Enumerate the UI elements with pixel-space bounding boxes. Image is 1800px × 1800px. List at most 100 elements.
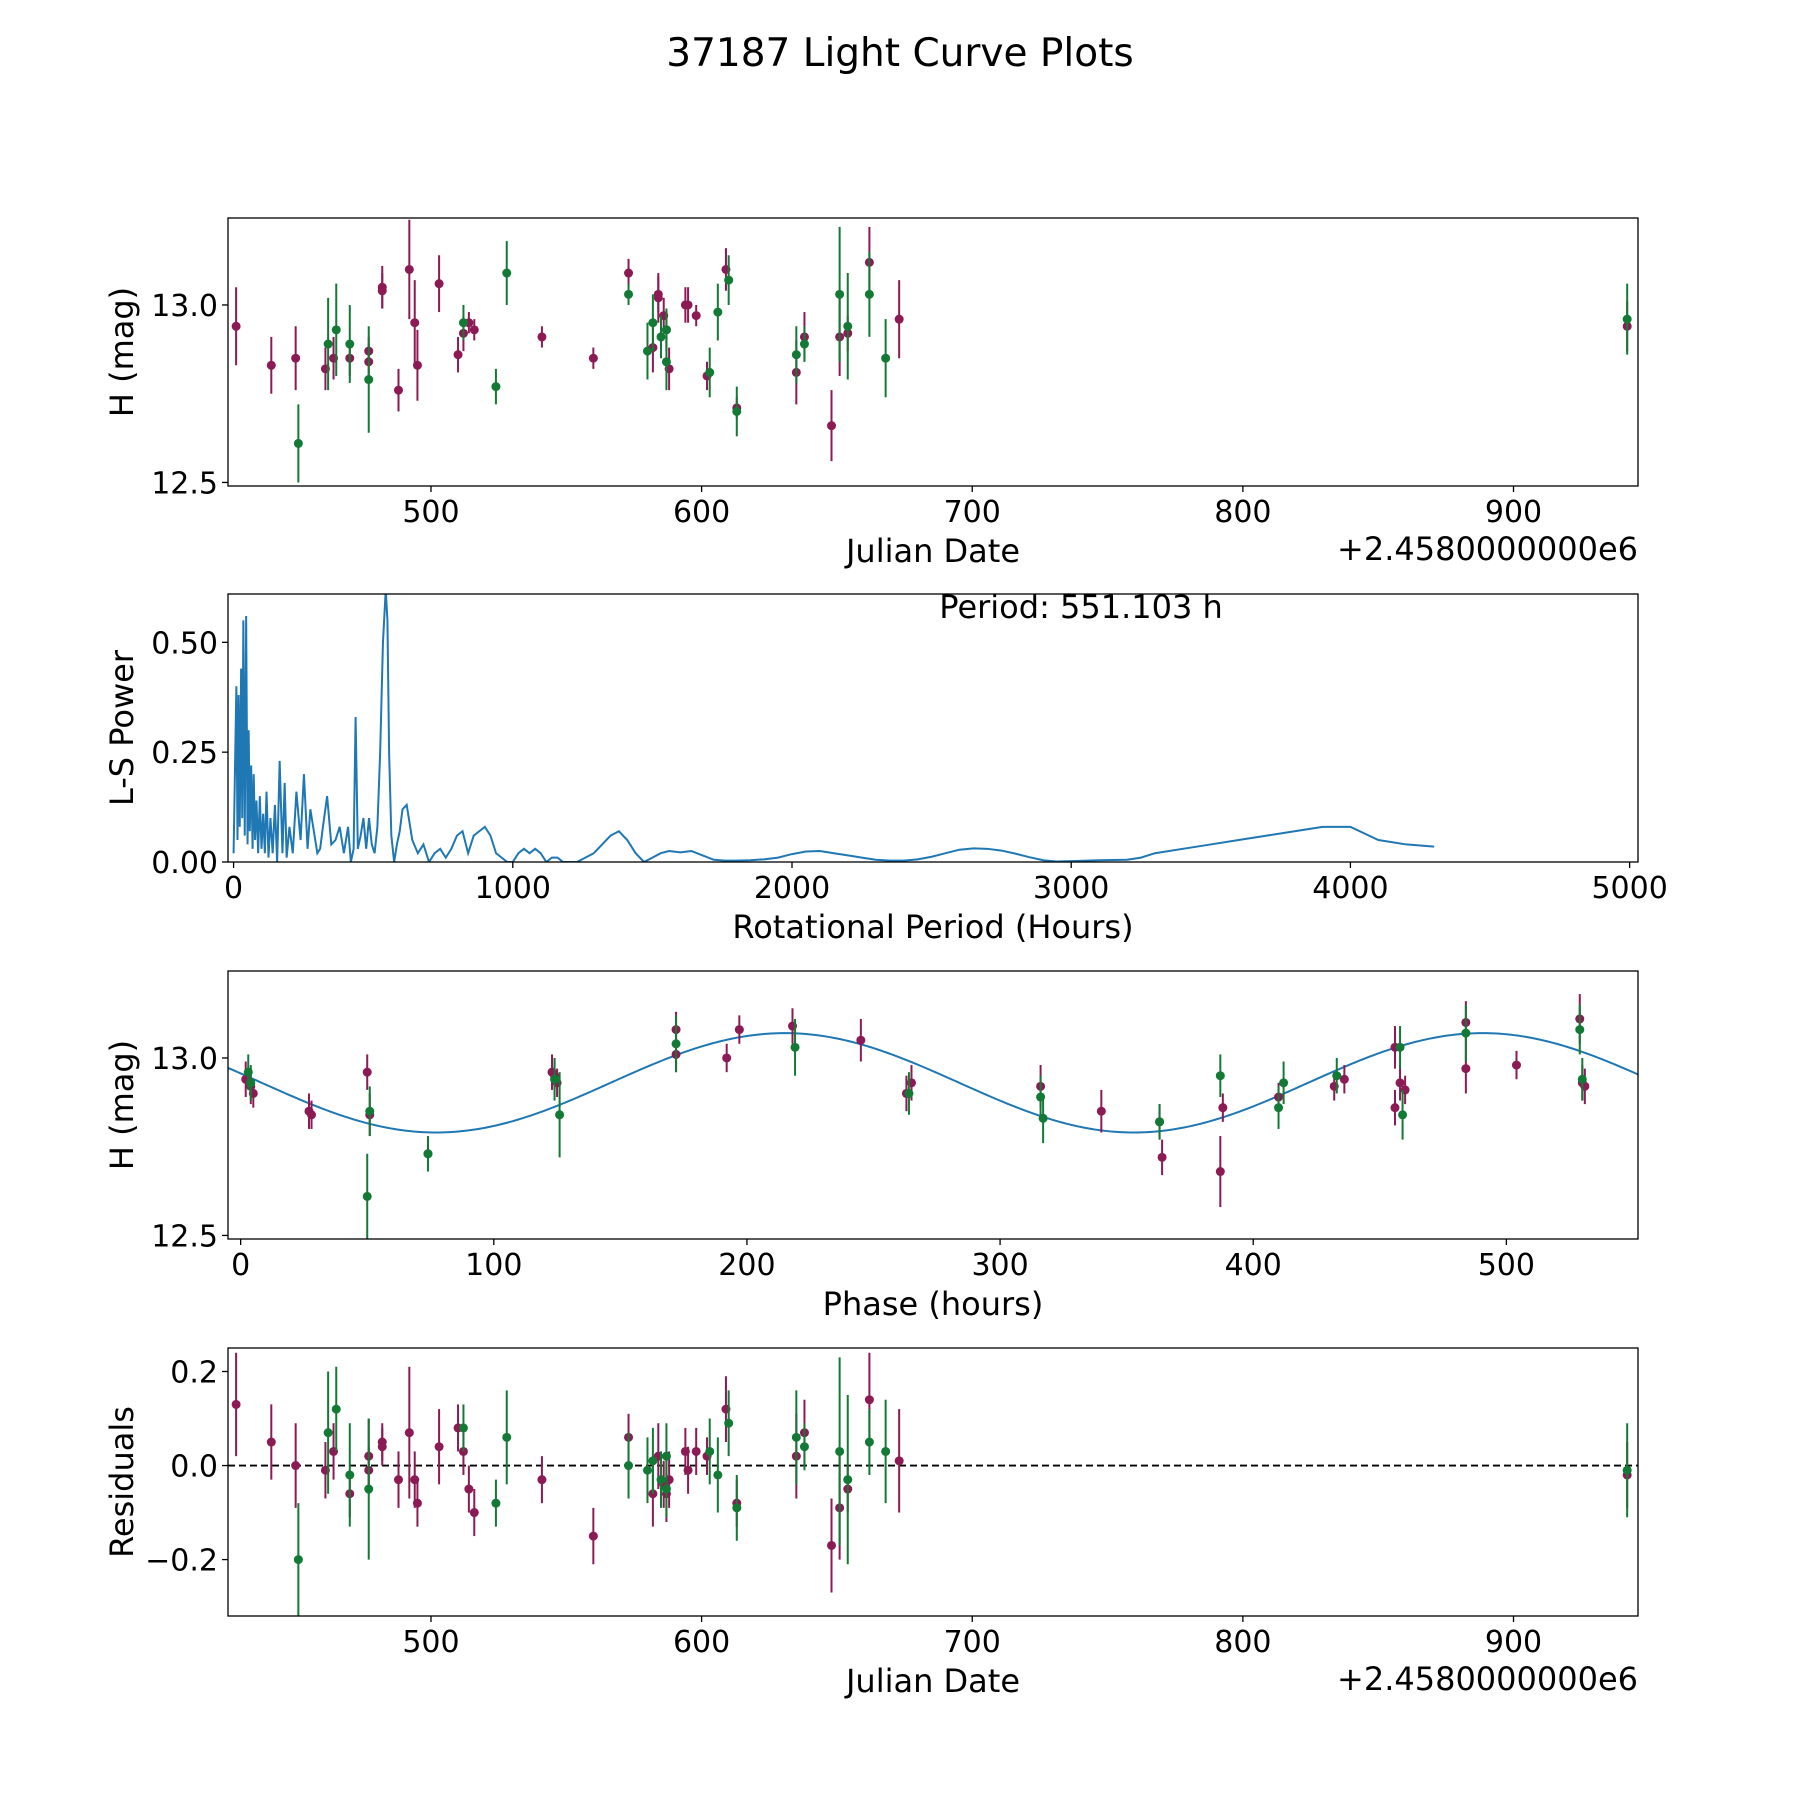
phase-xlabel: Phase (hours) xyxy=(823,1285,1044,1323)
lc-xlabel: Julian Date xyxy=(844,532,1020,570)
phase-point-green xyxy=(671,1015,681,1073)
phase-point-magenta xyxy=(734,1015,744,1044)
lc-point-green xyxy=(661,333,671,391)
res-point-green xyxy=(835,1357,845,1546)
phase-point-green xyxy=(1577,1057,1587,1101)
res-marker xyxy=(502,1432,512,1442)
ls-xtick-label: 0 xyxy=(224,871,243,906)
res-marker xyxy=(412,1498,422,1508)
phase-marker xyxy=(550,1074,560,1084)
phase-marker xyxy=(1279,1078,1289,1088)
phase-point-magenta xyxy=(362,1054,372,1090)
phase-point-magenta xyxy=(722,1043,732,1073)
lc-point-green xyxy=(642,322,652,380)
res-marker xyxy=(458,1423,468,1433)
res-point-green xyxy=(331,1366,341,1452)
lc-point-green xyxy=(345,304,355,384)
phase-marker xyxy=(1332,1071,1342,1081)
lc-point-green xyxy=(323,297,333,391)
lc-point-green xyxy=(864,251,874,337)
res-point-magenta xyxy=(469,1489,479,1537)
ls-ytick-label: 0.00 xyxy=(151,846,218,881)
res-marker xyxy=(291,1461,301,1471)
lc-marker xyxy=(713,307,723,317)
lc-marker xyxy=(661,325,671,335)
lc-marker xyxy=(231,321,241,331)
lc-marker xyxy=(843,321,853,331)
res-point-green xyxy=(364,1418,374,1560)
res-offset-label: +2.4580000000e6 xyxy=(1337,1660,1638,1698)
res-marker xyxy=(648,1456,658,1466)
res-marker xyxy=(364,1484,374,1494)
res-point-magenta xyxy=(434,1409,444,1485)
figure-title: 37187 Light Curve Plots xyxy=(666,31,1133,76)
res-marker xyxy=(843,1475,853,1485)
lc-marker xyxy=(724,275,734,285)
lc-point-magenta xyxy=(453,336,463,373)
panel-res: 500 600 700 800 900 −0.2 0.0 0.2 Julian Date Resi… xyxy=(103,1347,1639,1700)
phase-point-green xyxy=(1274,1086,1284,1129)
res-point-green xyxy=(791,1390,801,1485)
res-ylabel: Residuals xyxy=(103,1406,141,1558)
res-point-magenta xyxy=(377,1427,387,1466)
phase-marker xyxy=(1390,1103,1400,1113)
phase-ytick-label: 13.0 xyxy=(151,1042,218,1077)
res-point-magenta xyxy=(683,1446,693,1494)
res-marker xyxy=(345,1470,355,1480)
lc-point-green xyxy=(502,241,512,305)
res-point-magenta xyxy=(231,1352,241,1457)
res-point-green xyxy=(724,1390,734,1457)
phase-marker xyxy=(307,1110,317,1120)
phase-marker xyxy=(1038,1113,1048,1123)
phase-point-magenta xyxy=(1157,1139,1167,1176)
res-marker xyxy=(791,1432,801,1442)
res-marker xyxy=(799,1442,809,1452)
phase-point-green xyxy=(362,1153,372,1239)
phase-marker xyxy=(365,1106,375,1116)
res-axes-frame xyxy=(227,1347,1639,1617)
phase-point-green xyxy=(1215,1054,1225,1098)
phase-ytick-label: 12.5 xyxy=(151,1219,218,1254)
res-point-magenta xyxy=(537,1456,547,1504)
phase-marker xyxy=(1395,1042,1405,1052)
lc-point-green xyxy=(799,326,809,362)
res-point-magenta xyxy=(266,1404,276,1480)
res-point-green xyxy=(323,1371,333,1494)
res-marker xyxy=(881,1446,891,1456)
phase-point-magenta xyxy=(1096,1089,1106,1133)
res-marker xyxy=(464,1484,474,1494)
panel-phase: 0 100 200 300 400 500 12.5 13.0 Phase (hours) H (… xyxy=(103,970,1639,1323)
res-point-magenta xyxy=(894,1409,904,1513)
phase-xtick-label: 100 xyxy=(465,1248,522,1283)
lc-marker xyxy=(624,268,634,278)
lc-point-magenta xyxy=(266,336,276,394)
phase-point-green xyxy=(790,1018,800,1076)
res-xtick-label: 700 xyxy=(944,1625,1001,1660)
lc-marker xyxy=(642,346,652,356)
res-point-magenta xyxy=(412,1479,422,1527)
lc-point-green xyxy=(458,304,468,341)
lc-point-green xyxy=(732,386,742,437)
lc-point-magenta xyxy=(588,347,598,369)
phase-marker xyxy=(734,1025,744,1035)
phase-point-magenta xyxy=(1339,1065,1349,1094)
phase-marker xyxy=(362,1191,372,1201)
lc-point-green xyxy=(293,404,303,483)
res-ytick-label: 0.2 xyxy=(170,1356,218,1391)
res-marker xyxy=(661,1451,671,1461)
phase-marker xyxy=(1218,1103,1228,1113)
res-point-green xyxy=(732,1474,742,1541)
res-ytick-label: 0.0 xyxy=(170,1450,218,1485)
lc-marker xyxy=(331,325,341,335)
lc-data-layer xyxy=(231,219,1632,483)
lc-point-green xyxy=(724,255,734,305)
phase-marker xyxy=(1215,1071,1225,1081)
lc-xtick-label: 800 xyxy=(1214,495,1271,530)
res-data-layer xyxy=(228,1352,1638,1616)
lc-marker xyxy=(266,360,276,370)
lc-point-magenta xyxy=(410,280,420,366)
res-marker xyxy=(377,1442,387,1452)
lc-point-magenta xyxy=(412,329,422,401)
lc-point-green xyxy=(835,226,845,362)
res-point-green xyxy=(656,1451,666,1508)
